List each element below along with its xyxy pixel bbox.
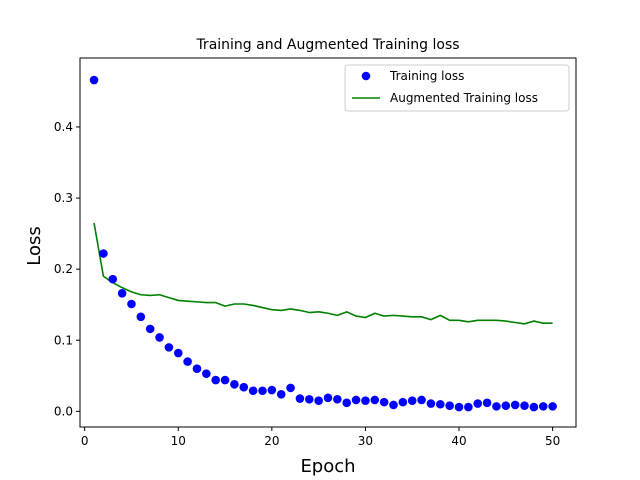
training-loss-point [239,382,249,392]
legend-entry-label: Augmented Training loss [390,91,538,105]
y-tick-label: 0.4 [54,120,73,134]
x-tick-label: 10 [171,434,186,448]
plot-area: 0 10 20 30 40 50 0.0 0.1 0.2 0.3 0.4 [54,57,577,448]
y-tick-label: 0.0 [54,404,73,418]
x-tick-label: 0 [81,434,89,448]
training-loss-point [529,402,539,412]
training-loss-point [445,401,454,410]
y-tick-label: 0.3 [54,191,73,205]
training-loss-point [398,397,408,407]
training-loss-point [323,393,333,403]
training-loss-point [304,394,314,404]
legend: Training loss Augmented Training loss [344,64,570,112]
legend-marker-training-loss [361,71,371,81]
training-loss-point [248,386,258,396]
training-loss-point [202,369,211,378]
training-loss-point [164,343,174,352]
training-loss-point [117,289,127,298]
training-loss-point [295,394,305,403]
y-tick-label: 0.2 [54,262,73,276]
training-loss-point [389,400,398,410]
training-loss-point [417,395,426,405]
training-loss-point [370,395,380,405]
training-loss-point [220,375,230,385]
legend-box [344,64,570,112]
x-tick-label: 20 [264,434,279,448]
training-loss-point [361,396,370,405]
training-loss-point [351,395,361,405]
training-loss-point [258,386,267,396]
training-loss-point [276,389,286,399]
training-loss-point [127,299,136,309]
training-loss-point [482,398,492,408]
training-loss-point [492,402,501,411]
training-loss-point [510,400,520,410]
y-tick-label: 0.1 [54,333,73,347]
training-loss-point [314,396,323,405]
augmented-training-loss-line [93,222,553,325]
training-loss-point [230,380,239,389]
y-axis-label: Loss [24,226,45,265]
training-loss-point [99,249,108,258]
training-loss-point [464,402,473,412]
axes-frame [79,57,577,428]
training-loss-point [538,402,548,411]
training-loss-point [379,397,389,407]
training-loss-point [436,399,445,409]
training-loss-point [454,402,464,412]
training-loss-point [183,357,192,366]
training-loss-point [136,312,146,322]
training-loss-point [473,399,483,408]
x-axis-label: Epoch [300,456,355,477]
training-loss-point [548,402,557,411]
training-loss-point [407,396,417,405]
training-loss-point [89,75,99,85]
training-loss-point [333,394,342,404]
training-loss-point [145,324,155,334]
training-loss-point [286,383,295,393]
training-loss-point [267,385,277,395]
training-loss-point [426,399,436,408]
training-loss-point [108,274,118,284]
training-loss-point [520,401,529,410]
training-loss-point [211,375,220,385]
training-loss-point [192,364,202,373]
training-loss-point [501,401,511,410]
chart-title: Training and Augmented Training loss [195,37,459,53]
x-tick-label: 40 [451,434,466,448]
legend-entry-label: Training loss [389,69,464,83]
x-tick-label: 50 [545,434,560,448]
training-loss-point [342,398,352,408]
training-loss-point [173,348,183,358]
training-loss-point [155,333,164,342]
x-tick-label: 30 [358,434,373,448]
